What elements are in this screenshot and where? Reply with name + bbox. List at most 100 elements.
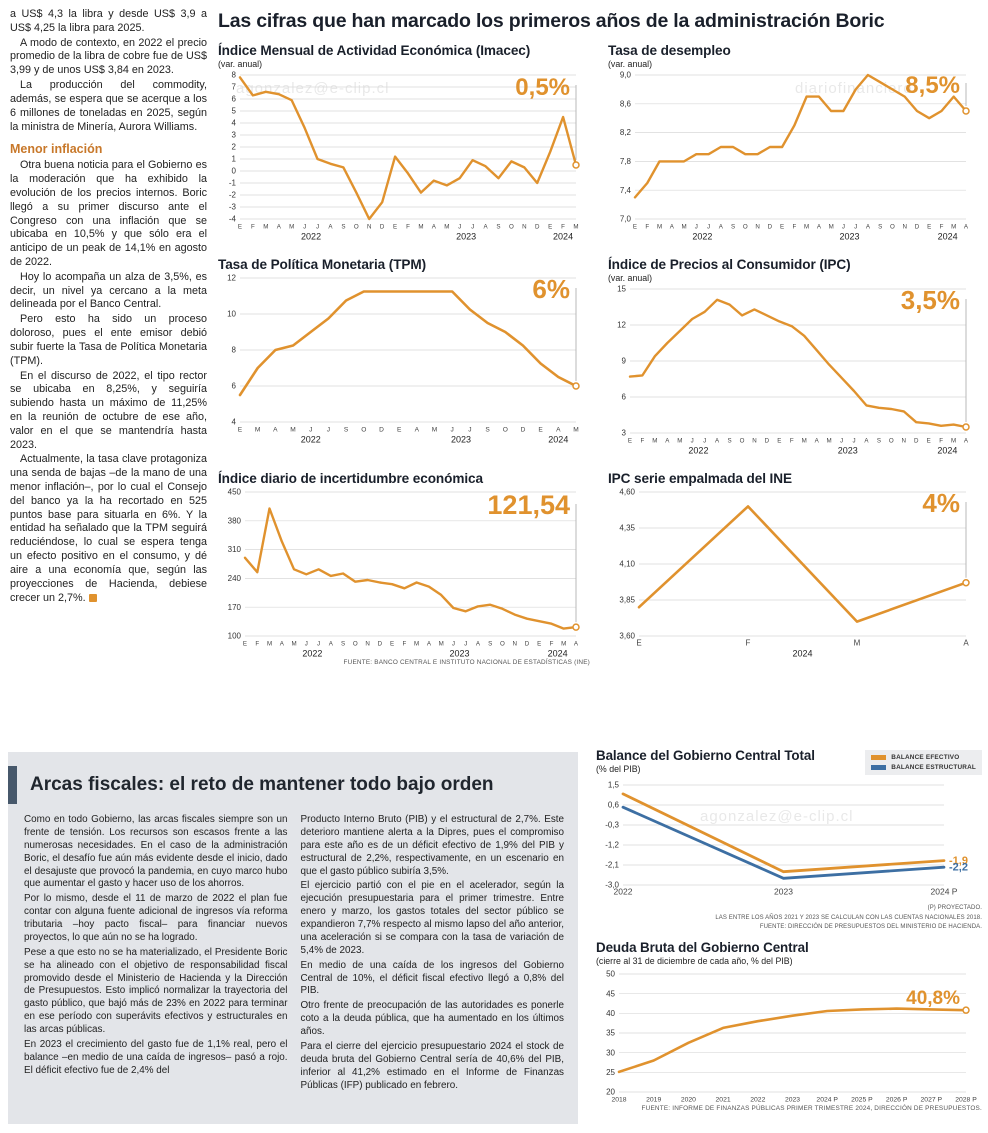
svg-text:40,8%: 40,8% — [906, 988, 960, 1009]
subhead-menor-inflacion: Menor inflación — [10, 142, 103, 157]
svg-text:2024: 2024 — [553, 232, 573, 242]
svg-text:D: D — [915, 224, 920, 231]
chart-desempleo: Tasa de desempleo (var. anual) 9,0 8,6 8,2… — [608, 43, 980, 245]
svg-text:J: J — [852, 438, 855, 445]
svg-text:A: A — [864, 438, 869, 445]
article-paragraph: Actualmente, la tasa clave protagoniza u… — [10, 453, 207, 605]
svg-text:4,60: 4,60 — [619, 488, 635, 497]
svg-text:40: 40 — [606, 1009, 615, 1018]
legend: BALANCE EFECTIVO BALANCE ESTRUCTURAL — [865, 750, 982, 775]
svg-text:S: S — [731, 224, 735, 231]
svg-text:A: A — [328, 224, 333, 231]
svg-text:N: N — [752, 438, 756, 445]
svg-text:2028 P: 2028 P — [955, 1096, 977, 1103]
panel-paragraph: Como en todo Gobierno, las arcas fiscale… — [24, 814, 288, 890]
svg-text:3,5%: 3,5% — [901, 285, 960, 315]
article-paragraph: Otra buena noticia para el Gobierno es l… — [10, 159, 207, 268]
svg-text:9,0: 9,0 — [620, 71, 632, 80]
chart-source: FUENTE: INFORME DE FINANZAS PÚBLICAS PRI… — [641, 1104, 982, 1112]
svg-text:F: F — [939, 438, 943, 445]
svg-text:A: A — [476, 641, 481, 648]
chart-subtitle: (var. anual) — [608, 273, 653, 283]
svg-text:M: M — [439, 641, 444, 648]
svg-text:F: F — [402, 641, 406, 648]
svg-text:8,6: 8,6 — [620, 99, 632, 108]
svg-text:30: 30 — [606, 1048, 615, 1057]
article-paragraph: La producción del commodity, además, se … — [10, 79, 207, 133]
chart-note: (P) PROYECTADO. — [927, 905, 982, 911]
panel-header: Arcas fiscales: el reto de mantener todo… — [8, 752, 578, 810]
svg-text:4: 4 — [232, 119, 237, 128]
svg-text:S: S — [344, 427, 349, 434]
panel-title: Arcas fiscales: el reto de mantener todo… — [30, 774, 494, 795]
chart-title: Índice diario de incertidumbre económica — [218, 471, 483, 486]
svg-text:2024: 2024 — [937, 446, 957, 456]
svg-text:N: N — [902, 224, 906, 231]
svg-text:A: A — [329, 641, 334, 648]
svg-text:M: M — [854, 639, 861, 648]
svg-text:M: M — [561, 641, 566, 648]
svg-text:4%: 4% — [922, 488, 960, 518]
svg-text:F: F — [641, 438, 645, 445]
chart-subtitle: (cierre al 31 de diciembre de cada año, … — [596, 955, 793, 966]
svg-text:2024: 2024 — [548, 649, 568, 659]
svg-text:J: J — [316, 224, 319, 231]
svg-text:M: M — [414, 641, 419, 648]
svg-text:M: M — [289, 224, 294, 231]
svg-text:M: M — [657, 224, 662, 231]
svg-text:-3,0: -3,0 — [605, 881, 619, 890]
charts-area: Las cifras que han marcado los primeros … — [218, 10, 982, 666]
svg-text:M: M — [432, 427, 438, 434]
svg-text:A: A — [574, 641, 579, 648]
article-paragraph: Pero esto ha sido un proceso doloroso, p… — [10, 313, 207, 367]
left-article-column: a US$ 4,3 la libra y desde US$ 3,9 a US$… — [10, 8, 207, 606]
chart-note: LAS ENTRE LOS AÑOS 2021 Y 2023 SE CALCUL… — [715, 914, 982, 921]
svg-text:2023: 2023 — [840, 232, 860, 242]
svg-text:A: A — [715, 438, 720, 445]
svg-text:2022: 2022 — [301, 232, 321, 242]
svg-text:M: M — [652, 438, 657, 445]
svg-text:M: M — [267, 641, 272, 648]
svg-text:E: E — [628, 438, 632, 445]
svg-text:A: A — [427, 641, 432, 648]
svg-text:O: O — [509, 224, 514, 231]
svg-text:O: O — [889, 438, 894, 445]
svg-text:9: 9 — [622, 357, 627, 366]
svg-text:D: D — [535, 224, 540, 231]
article-paragraph: Hoy lo acompaña un alza de 3,5%, es deci… — [10, 270, 207, 311]
svg-text:O: O — [500, 641, 505, 648]
svg-text:2025 P: 2025 P — [851, 1096, 873, 1103]
svg-text:O: O — [890, 224, 895, 231]
ipc-empalmada-line-chart: 4,60 4,35 4,10 3,85 3,60 E F M A 2024 4% — [608, 486, 980, 662]
svg-text:310: 310 — [228, 545, 242, 554]
chart-subtitle: (% del PIB) — [596, 764, 641, 774]
svg-text:A: A — [964, 438, 969, 445]
svg-text:J: J — [707, 224, 710, 231]
svg-text:N: N — [365, 641, 369, 648]
legend-label: BALANCE ESTRUCTURAL — [891, 764, 976, 771]
svg-text:J: J — [840, 438, 843, 445]
svg-text:M: M — [827, 438, 832, 445]
svg-text:2020: 2020 — [681, 1096, 696, 1103]
balance-title-row: Balance del Gobierno Central Total (% de… — [596, 748, 982, 775]
svg-text:15: 15 — [617, 285, 626, 294]
svg-text:20: 20 — [606, 1087, 615, 1096]
svg-text:8: 8 — [232, 71, 237, 80]
svg-text:4: 4 — [232, 418, 237, 427]
svg-text:N: N — [367, 224, 371, 231]
panel-paragraph: Para el cierre del ejercicio presupuesta… — [300, 1040, 565, 1091]
svg-text:M: M — [573, 427, 579, 434]
svg-text:-2: -2 — [229, 191, 237, 200]
svg-text:D: D — [380, 224, 385, 231]
svg-text:0,5%: 0,5% — [515, 74, 570, 101]
svg-text:1,5: 1,5 — [608, 781, 620, 790]
svg-text:E: E — [633, 224, 637, 231]
svg-text:7: 7 — [232, 83, 237, 92]
svg-text:E: E — [538, 427, 543, 434]
chart-ipc-empalmada: IPC serie empalmada del INE 4,60 4,35 4,10… — [608, 471, 980, 666]
svg-text:2024: 2024 — [792, 649, 812, 659]
panel-columns: Como en todo Gobierno, las arcas fiscale… — [8, 810, 578, 1094]
svg-text:O: O — [743, 224, 748, 231]
chart-ipc: Índice de Precios al Consumidor (IPC) (v… — [608, 257, 980, 459]
svg-text:N: N — [512, 641, 516, 648]
